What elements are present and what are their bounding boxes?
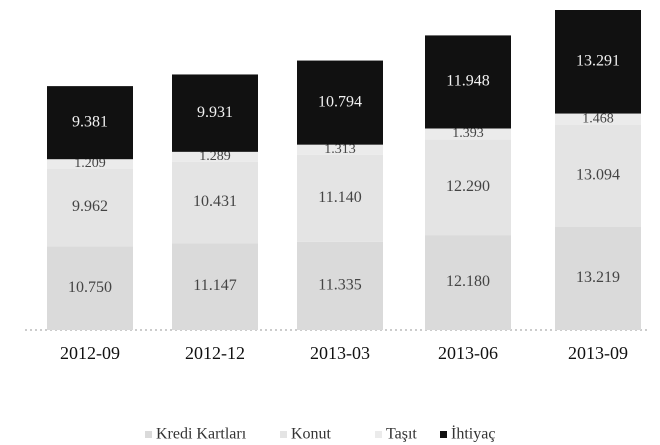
value-label: 1.209 xyxy=(74,156,106,171)
legend-marker xyxy=(375,431,382,438)
bar-segment xyxy=(297,144,383,155)
bar-segment xyxy=(297,60,383,145)
bar-segment xyxy=(555,113,641,125)
bar-segment xyxy=(425,139,511,236)
legend-label: Konut xyxy=(291,426,332,443)
bar-segment xyxy=(47,246,133,330)
value-label: 11.335 xyxy=(318,277,361,294)
value-label: 10.794 xyxy=(318,93,362,110)
value-label: 9.962 xyxy=(72,198,108,215)
bar-segment xyxy=(297,241,383,330)
legend-marker xyxy=(440,431,447,438)
value-label: 11.147 xyxy=(193,277,236,294)
bar-segment xyxy=(172,74,258,152)
x-tick-label: 2013-03 xyxy=(310,343,370,363)
legend-marker xyxy=(280,431,287,438)
bar-segment xyxy=(425,35,511,129)
value-label: 1.393 xyxy=(452,126,484,141)
bar-segment xyxy=(297,154,383,242)
bar-segment xyxy=(47,168,133,247)
legend-label: İhtiyaç xyxy=(451,425,495,443)
bar-segment xyxy=(555,10,641,114)
legend-label: Kredi Kartları xyxy=(156,426,247,443)
value-label: 13.094 xyxy=(576,167,620,184)
value-label: 13.219 xyxy=(576,269,620,286)
bar-segment xyxy=(172,161,258,244)
x-tick-label: 2012-12 xyxy=(185,343,245,363)
value-label: 11.948 xyxy=(446,73,489,90)
legend-marker xyxy=(145,431,152,438)
value-label: 12.180 xyxy=(446,273,490,290)
x-tick-label: 2013-06 xyxy=(438,343,498,363)
value-label: 13.291 xyxy=(576,52,620,69)
bar-segment xyxy=(425,235,511,330)
value-label: 9.381 xyxy=(72,113,108,130)
bar-segment xyxy=(172,151,258,162)
value-label: 12.290 xyxy=(446,178,490,195)
value-label: 9.931 xyxy=(197,104,233,121)
x-tick-label: 2012-09 xyxy=(60,343,120,363)
bar-segment xyxy=(555,124,641,228)
value-label: 1.313 xyxy=(324,142,356,157)
value-label: 11.140 xyxy=(318,189,361,206)
bar-segment xyxy=(555,227,641,330)
x-tick-label: 2013-09 xyxy=(568,343,628,363)
legend-label: Taşıt xyxy=(386,426,417,443)
bar-segment xyxy=(425,128,511,140)
value-label: 1.468 xyxy=(582,111,614,126)
bar-segment xyxy=(172,243,258,330)
value-label: 1.289 xyxy=(199,149,231,164)
value-label: 10.750 xyxy=(68,279,112,296)
bar-segment xyxy=(47,159,133,169)
value-label: 10.431 xyxy=(193,193,237,210)
bar-segment xyxy=(47,86,133,160)
